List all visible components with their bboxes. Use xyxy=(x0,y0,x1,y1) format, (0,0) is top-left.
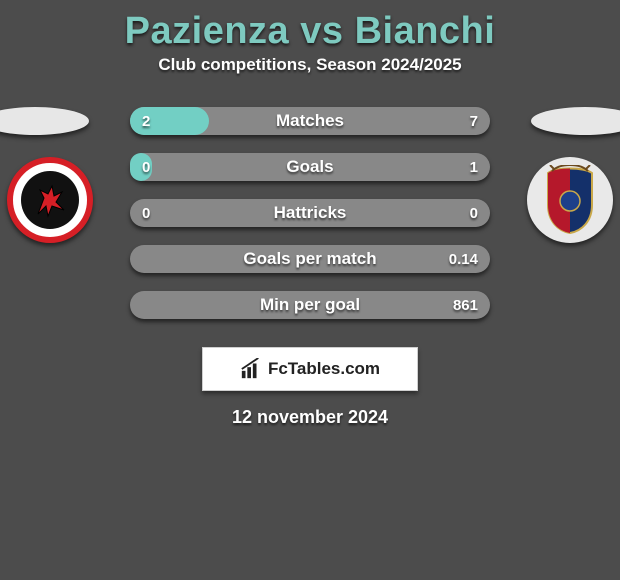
left-column xyxy=(0,93,120,243)
stat-label: Min per goal xyxy=(130,295,490,315)
bar-chart-icon xyxy=(240,358,262,380)
stat-right-value: 0 xyxy=(458,199,490,227)
club-logo-right xyxy=(527,157,613,243)
page-subtitle: Club competitions, Season 2024/2025 xyxy=(0,55,620,93)
page-title: Pazienza vs Bianchi xyxy=(0,0,620,55)
club-logo-left xyxy=(7,157,93,243)
stat-right-value: 861 xyxy=(441,291,490,319)
stat-right-value: 7 xyxy=(458,107,490,135)
stat-label: Hattricks xyxy=(130,203,490,223)
stat-label: Matches xyxy=(130,111,490,131)
date-label: 12 november 2024 xyxy=(0,407,620,428)
stat-row-hattricks: 0 Hattricks 0 xyxy=(130,199,490,227)
player-left-oval xyxy=(0,107,89,135)
player-right-oval xyxy=(531,107,620,135)
foggia-devil-icon xyxy=(30,180,70,220)
casertana-crest-icon xyxy=(542,165,598,235)
stats-column: 2 Matches 7 0 Goals 1 0 Hattricks 0 Goal… xyxy=(120,93,500,319)
right-column xyxy=(500,93,620,243)
stat-right-value: 1 xyxy=(458,153,490,181)
club-logo-left-inner xyxy=(21,171,79,229)
stat-row-matches: 2 Matches 7 xyxy=(130,107,490,135)
stat-right-value: 0.14 xyxy=(437,245,490,273)
stat-row-min-per-goal: Min per goal 861 xyxy=(130,291,490,319)
brand-label: FcTables.com xyxy=(268,359,380,379)
main-area: 2 Matches 7 0 Goals 1 0 Hattricks 0 Goal… xyxy=(0,93,620,329)
stat-row-goals-per-match: Goals per match 0.14 xyxy=(130,245,490,273)
brand-box[interactable]: FcTables.com xyxy=(202,347,418,391)
comparison-card: Pazienza vs Bianchi Club competitions, S… xyxy=(0,0,620,428)
stat-row-goals: 0 Goals 1 xyxy=(130,153,490,181)
stat-label: Goals xyxy=(130,157,490,177)
